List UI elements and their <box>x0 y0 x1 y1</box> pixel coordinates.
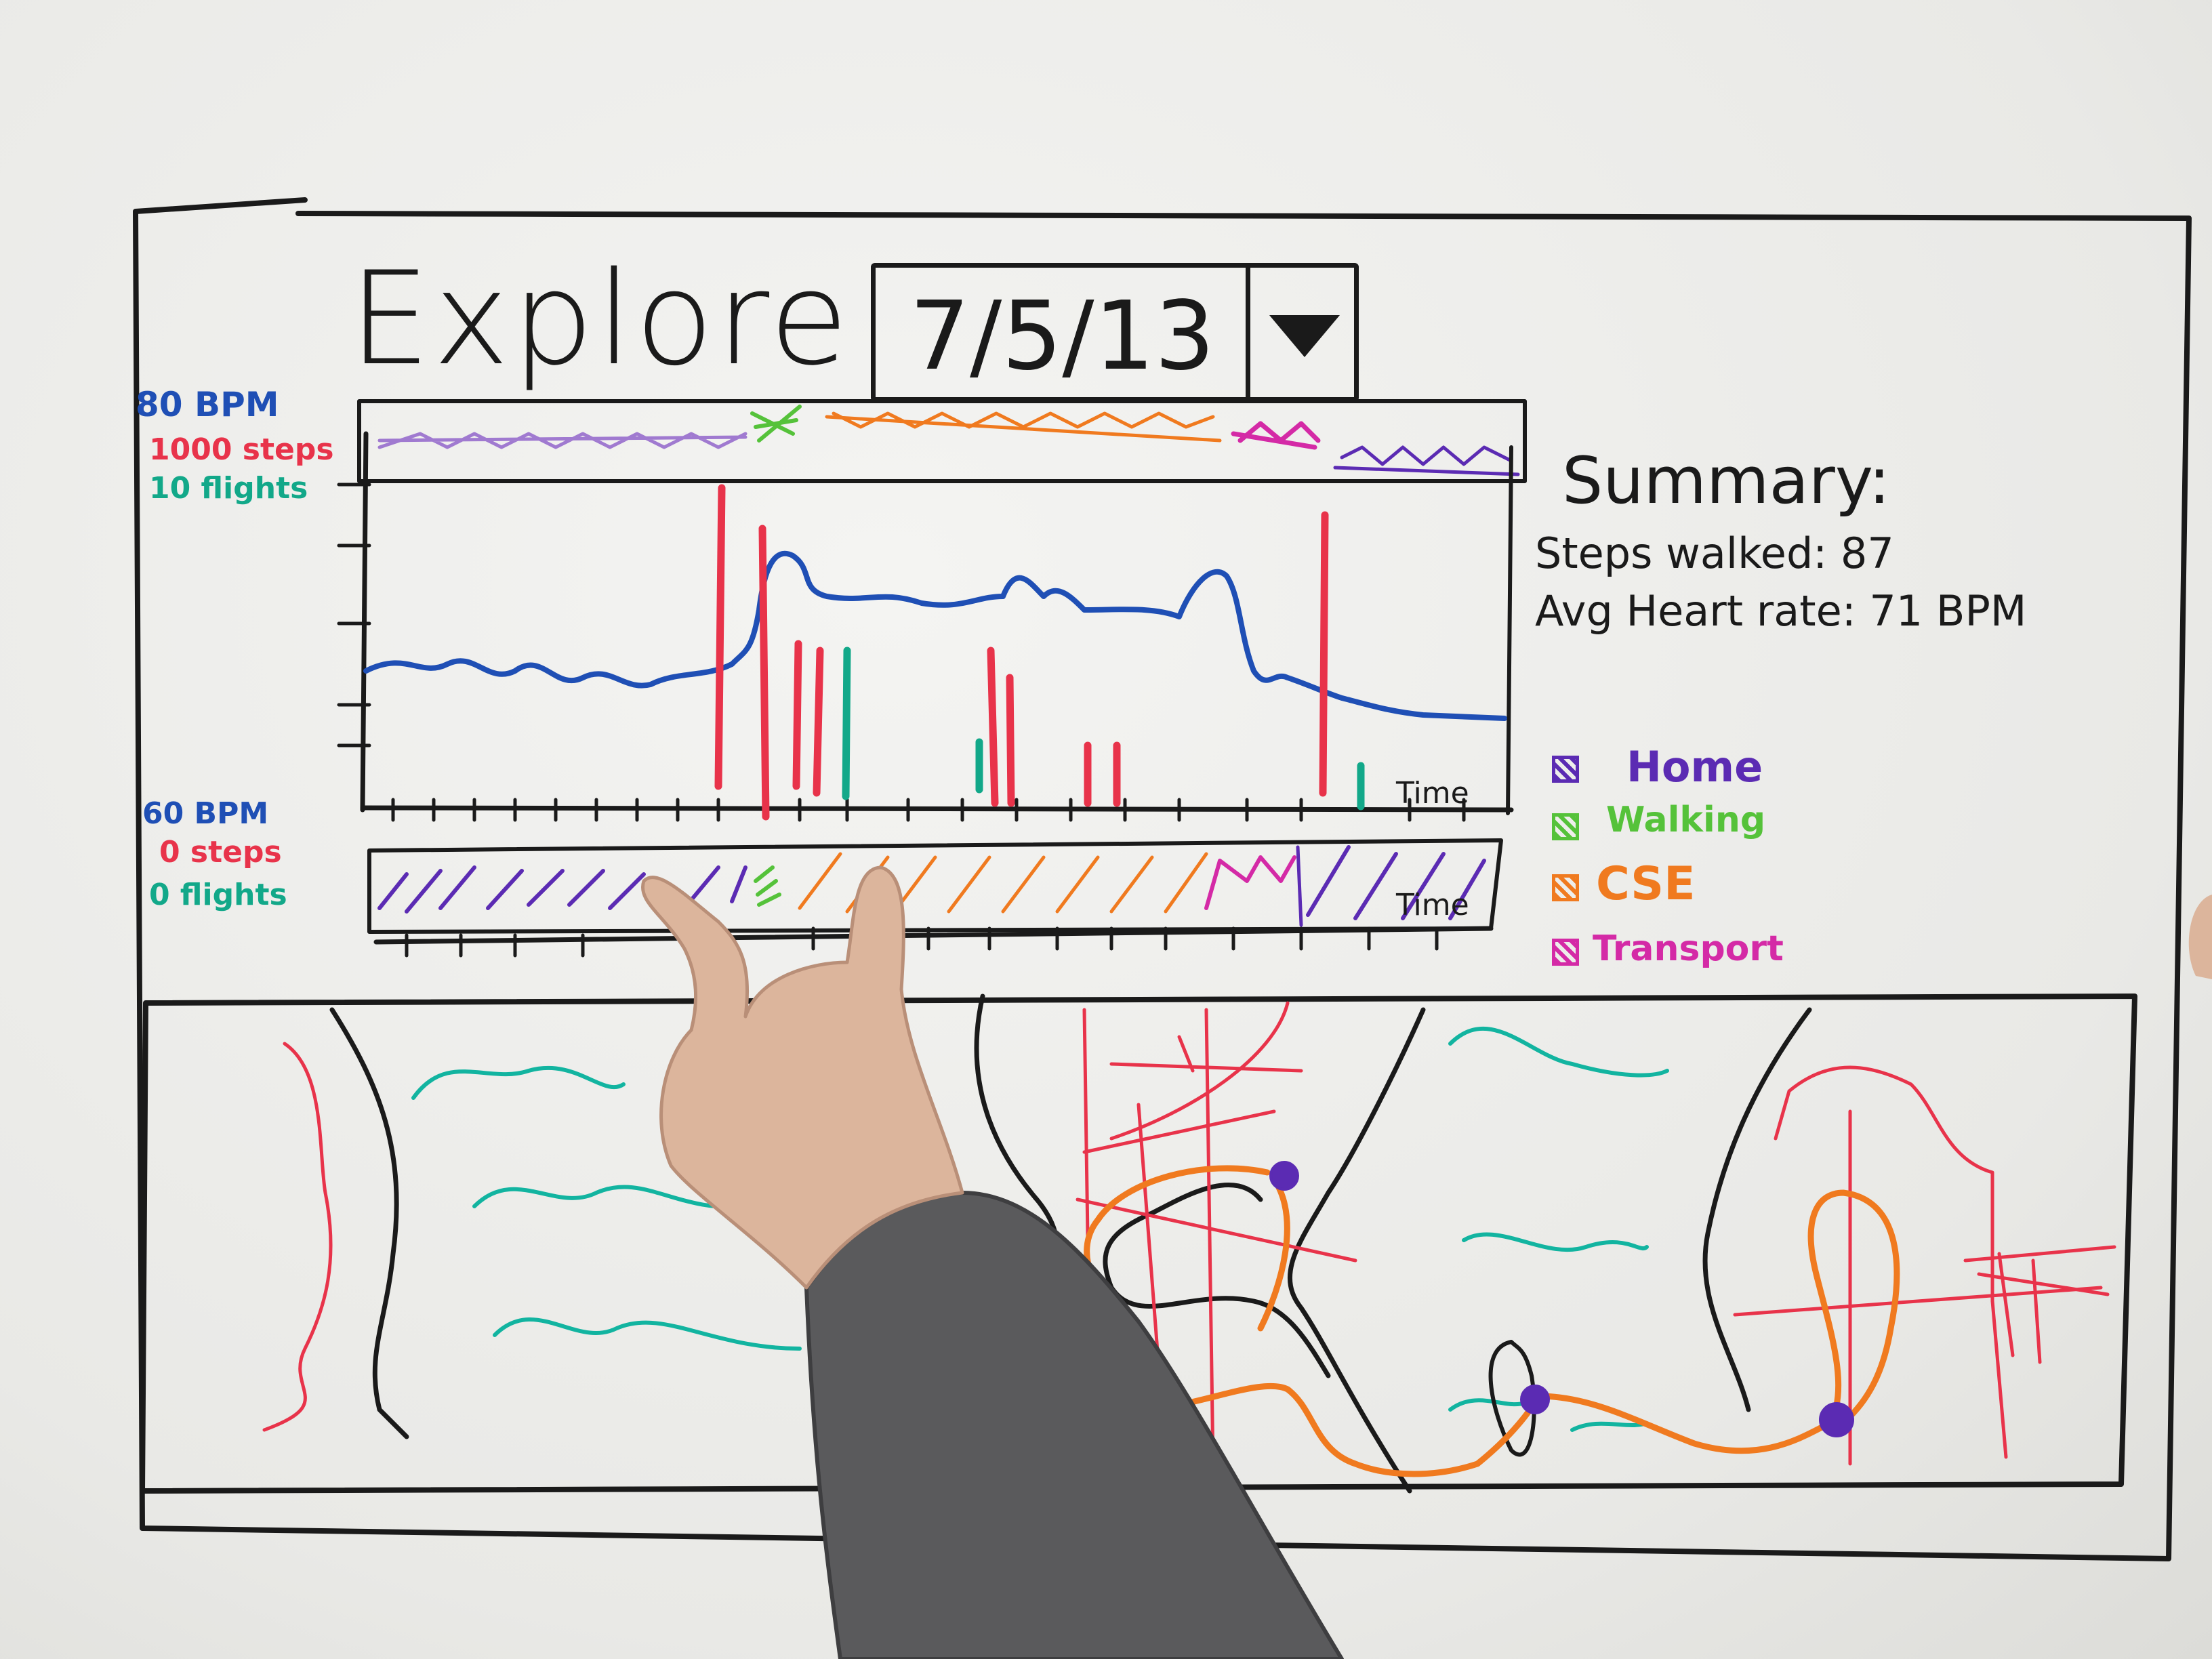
map-pin <box>1819 1402 1854 1437</box>
flights-bar <box>842 647 851 800</box>
chart-time-label: Time <box>1396 776 1469 811</box>
timeline-box <box>367 838 1503 934</box>
steps-bar <box>758 525 770 821</box>
screen-frame <box>133 197 2192 1561</box>
summary-heart-rate: Avg Heart rate: 71 BPM <box>1535 586 2027 636</box>
chart-x-axis <box>360 805 1514 813</box>
legend-label-cse: CSE <box>1596 857 1696 911</box>
hand <box>641 865 964 1290</box>
heart-rate-line <box>363 550 1507 721</box>
legend-swatch-walking <box>1552 813 1579 840</box>
summary-steps: Steps walked: 87 <box>1535 529 1894 578</box>
legend-label-transport: Transport <box>1593 928 1784 969</box>
map-pin <box>1520 1385 1550 1414</box>
y-max-heart-label: 80 BPM <box>136 385 279 424</box>
steps-bar <box>987 647 999 807</box>
map-frame <box>140 994 2137 1494</box>
date-picker[interactable]: 7/5/13 <box>871 263 1359 402</box>
legend-swatch-cse <box>1552 874 1579 901</box>
steps-bar <box>714 484 726 790</box>
date-value: 7/5/13 <box>909 281 1215 392</box>
legend-label-walking: Walking <box>1606 800 1766 840</box>
y-min-steps-label: 0 steps <box>159 835 282 869</box>
summary-title: Summary: <box>1562 444 1891 518</box>
timeline-time-label: Time <box>1396 888 1469 922</box>
y-min-flights-label: 0 flights <box>149 878 287 912</box>
y-max-flights-label: 10 flights <box>149 471 308 506</box>
arm-sleeve <box>804 1191 1344 1659</box>
steps-bar <box>813 647 824 797</box>
steps-bar <box>1319 511 1329 797</box>
map-pin <box>1269 1161 1299 1191</box>
steps-bar <box>1006 674 1015 807</box>
legend-swatch-home <box>1552 756 1579 783</box>
y-max-steps-label: 1000 steps <box>149 432 334 467</box>
y-min-heart-label: 60 BPM <box>142 796 269 831</box>
steps-bar <box>792 640 802 790</box>
legend-swatch-transport <box>1552 939 1579 966</box>
legend-label-home: Home <box>1626 742 1763 792</box>
chevron-down-icon[interactable] <box>1246 268 1354 397</box>
page-title: Explore <box>349 244 851 394</box>
